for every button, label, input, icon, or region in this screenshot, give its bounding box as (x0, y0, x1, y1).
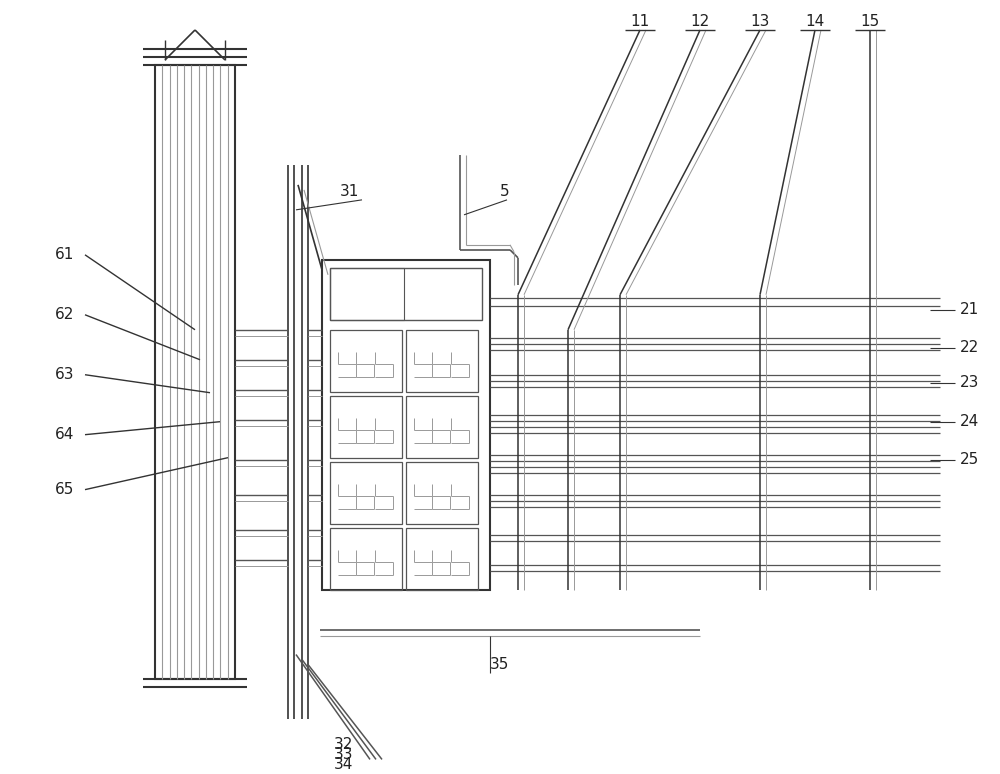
Text: 24: 24 (960, 414, 979, 430)
Text: 25: 25 (960, 452, 979, 467)
Bar (406, 330, 478, 392)
Bar (406, 396, 478, 457)
Text: 32: 32 (334, 737, 353, 752)
Text: 35: 35 (490, 657, 509, 672)
Bar (330, 268, 482, 320)
Bar (155, 65, 235, 680)
Text: 5: 5 (500, 184, 510, 200)
Text: 64: 64 (55, 427, 74, 442)
Text: 63: 63 (55, 367, 74, 382)
Bar (330, 330, 402, 392)
Text: 61: 61 (55, 248, 74, 262)
Text: 65: 65 (55, 482, 74, 497)
Bar (406, 461, 478, 524)
Text: 15: 15 (860, 15, 880, 29)
Bar (406, 528, 478, 590)
Text: 12: 12 (690, 15, 710, 29)
Text: 21: 21 (960, 303, 979, 317)
Text: 11: 11 (630, 15, 650, 29)
Bar (330, 461, 402, 524)
Text: 23: 23 (960, 375, 979, 390)
Bar (322, 260, 490, 590)
Text: 34: 34 (334, 757, 353, 772)
Bar (330, 396, 402, 457)
Text: 62: 62 (55, 307, 74, 322)
Bar (330, 528, 402, 590)
Text: 22: 22 (960, 341, 979, 355)
Bar (330, 268, 404, 320)
Text: 31: 31 (340, 184, 359, 200)
Text: 33: 33 (334, 747, 354, 762)
Text: 13: 13 (750, 15, 770, 29)
Text: 14: 14 (805, 15, 825, 29)
